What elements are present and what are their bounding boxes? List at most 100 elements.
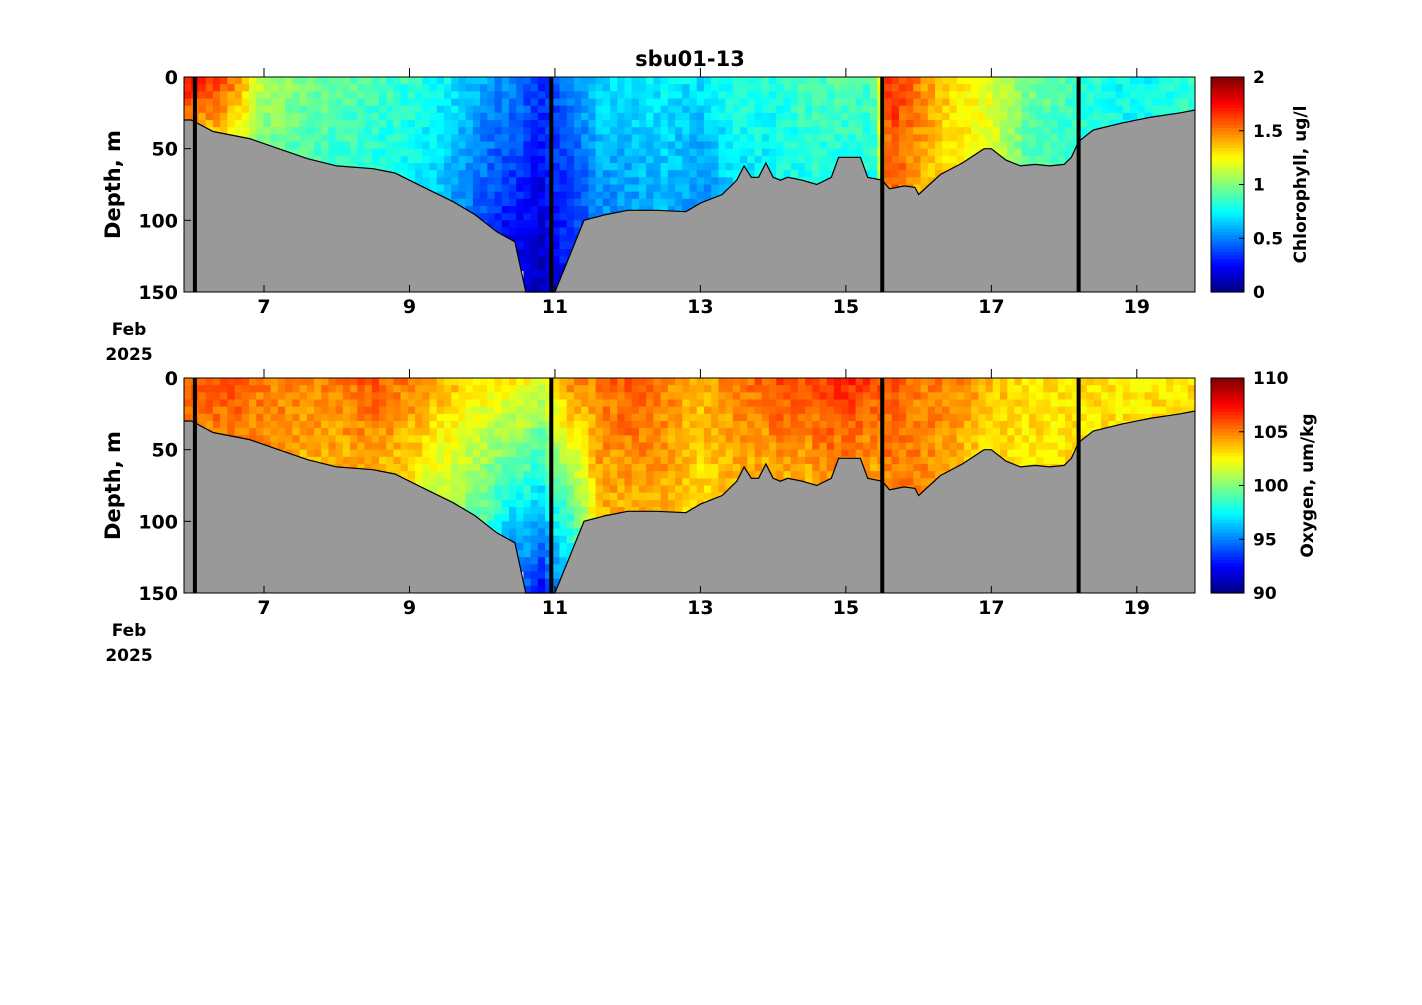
heatmap-cell: [1093, 399, 1102, 408]
heatmap-cell: [667, 413, 676, 422]
heatmap-cell: [631, 413, 640, 422]
heatmap-cell: [458, 428, 467, 436]
heatmap-cell: [740, 392, 748, 401]
heatmap-cell: [884, 421, 893, 429]
heatmap-cell: [602, 141, 611, 150]
heatmap-cell: [768, 464, 777, 472]
heatmap-cell: [667, 399, 676, 408]
heatmap-cell: [566, 507, 575, 515]
heatmap-cell: [299, 406, 308, 415]
heatmap-cell: [241, 428, 250, 436]
heatmap-cell: [545, 385, 553, 393]
heatmap-cell: [400, 127, 409, 135]
heatmap-cell: [1050, 442, 1059, 451]
heatmap-cell: [588, 492, 597, 501]
heatmap-cell: [1079, 413, 1088, 422]
heatmap-cell: [638, 464, 647, 472]
heatmap-cell: [494, 112, 503, 121]
heatmap-cell: [610, 378, 618, 386]
heatmap-cell: [898, 155, 907, 164]
heatmap-cell: [559, 220, 568, 229]
heatmap-cell: [646, 105, 654, 114]
heatmap-cell: [573, 177, 582, 186]
heatmap-cell: [573, 449, 582, 458]
heatmap-cell: [234, 98, 243, 107]
heatmap-cell: [573, 413, 582, 422]
heatmap-cell: [667, 105, 676, 114]
heatmap-cell: [971, 84, 979, 92]
heatmap-cell: [516, 191, 525, 200]
heatmap-cell: [472, 471, 481, 479]
heatmap-cell: [696, 184, 705, 193]
heatmap-cell: [920, 456, 929, 465]
heatmap-cell: [285, 406, 293, 415]
heatmap-cell: [675, 406, 683, 415]
heatmap-cell: [545, 585, 553, 594]
heatmap-cell: [1028, 141, 1037, 150]
heatmap-cell: [833, 148, 842, 157]
heatmap-cell: [378, 91, 387, 100]
heatmap-cell: [768, 84, 777, 92]
heatmap-cell: [927, 464, 936, 472]
heatmap-cell: [617, 98, 626, 107]
heatmap-cell: [313, 413, 322, 422]
heatmap-cell: [487, 163, 496, 171]
colorbar-segment: [1211, 281, 1244, 286]
heatmap-cell: [855, 406, 864, 415]
heatmap-cell: [631, 478, 640, 487]
heatmap-cell: [978, 98, 987, 107]
chlorophyll-heatmap: [184, 77, 1196, 293]
heatmap-cell: [1014, 98, 1023, 107]
heatmap-cell: [415, 155, 423, 164]
heatmap-cell: [480, 213, 488, 221]
heatmap-cell: [523, 77, 532, 85]
heatmap-cell: [1144, 105, 1153, 114]
heatmap-cell: [415, 392, 423, 401]
heatmap-cell: [357, 105, 366, 114]
heatmap-cell: [458, 177, 467, 186]
heatmap-cell: [205, 385, 214, 393]
heatmap-cell: [501, 191, 510, 200]
heatmap-cell: [198, 399, 207, 408]
chlorophyll-x-ticks: 7 9 11 13 15 17 19: [257, 68, 1150, 318]
heatmap-cell: [711, 492, 719, 501]
heatmap-cell: [1007, 385, 1016, 393]
heatmap-cell: [631, 112, 640, 121]
heatmap-cell: [472, 155, 481, 164]
heatmap-cell: [646, 492, 654, 501]
heatmap-cell: [761, 456, 770, 465]
heatmap-cell: [617, 148, 626, 157]
heatmap-cell: [480, 435, 488, 444]
heatmap-cell: [935, 84, 943, 92]
colorbar-segment: [1211, 87, 1244, 92]
heatmap-cell: [451, 435, 460, 444]
heatmap-cell: [805, 478, 813, 487]
heatmap-cell: [595, 177, 604, 186]
heatmap-cell: [805, 84, 813, 92]
heatmap-cell: [891, 120, 900, 128]
heatmap-cell: [920, 471, 929, 479]
heatmap-cell: [783, 170, 792, 178]
heatmap-cell: [1000, 392, 1008, 401]
heatmap-cell: [1108, 91, 1117, 100]
heatmap-cell: [205, 378, 214, 386]
heatmap-cell: [1180, 77, 1189, 85]
heatmap-cell: [588, 478, 597, 487]
heatmap-cell: [884, 141, 893, 150]
heatmap-cell: [227, 84, 236, 92]
y-tick-label: 50: [152, 139, 178, 161]
heatmap-cell: [220, 385, 228, 393]
colorbar-tick-label: 105: [1253, 423, 1289, 443]
heatmap-cell: [501, 127, 510, 135]
heatmap-cell: [595, 442, 604, 451]
heatmap-cell: [581, 163, 589, 171]
y-tick-label: 150: [138, 282, 178, 304]
heatmap-cell: [573, 127, 582, 135]
heatmap-cell: [1151, 385, 1160, 393]
heatmap-cell: [718, 392, 727, 401]
heatmap-cell: [530, 499, 539, 508]
heatmap-cell: [747, 120, 756, 128]
heatmap-cell: [898, 471, 907, 479]
heatmap-cell: [624, 435, 633, 444]
heatmap-cell: [508, 191, 517, 200]
